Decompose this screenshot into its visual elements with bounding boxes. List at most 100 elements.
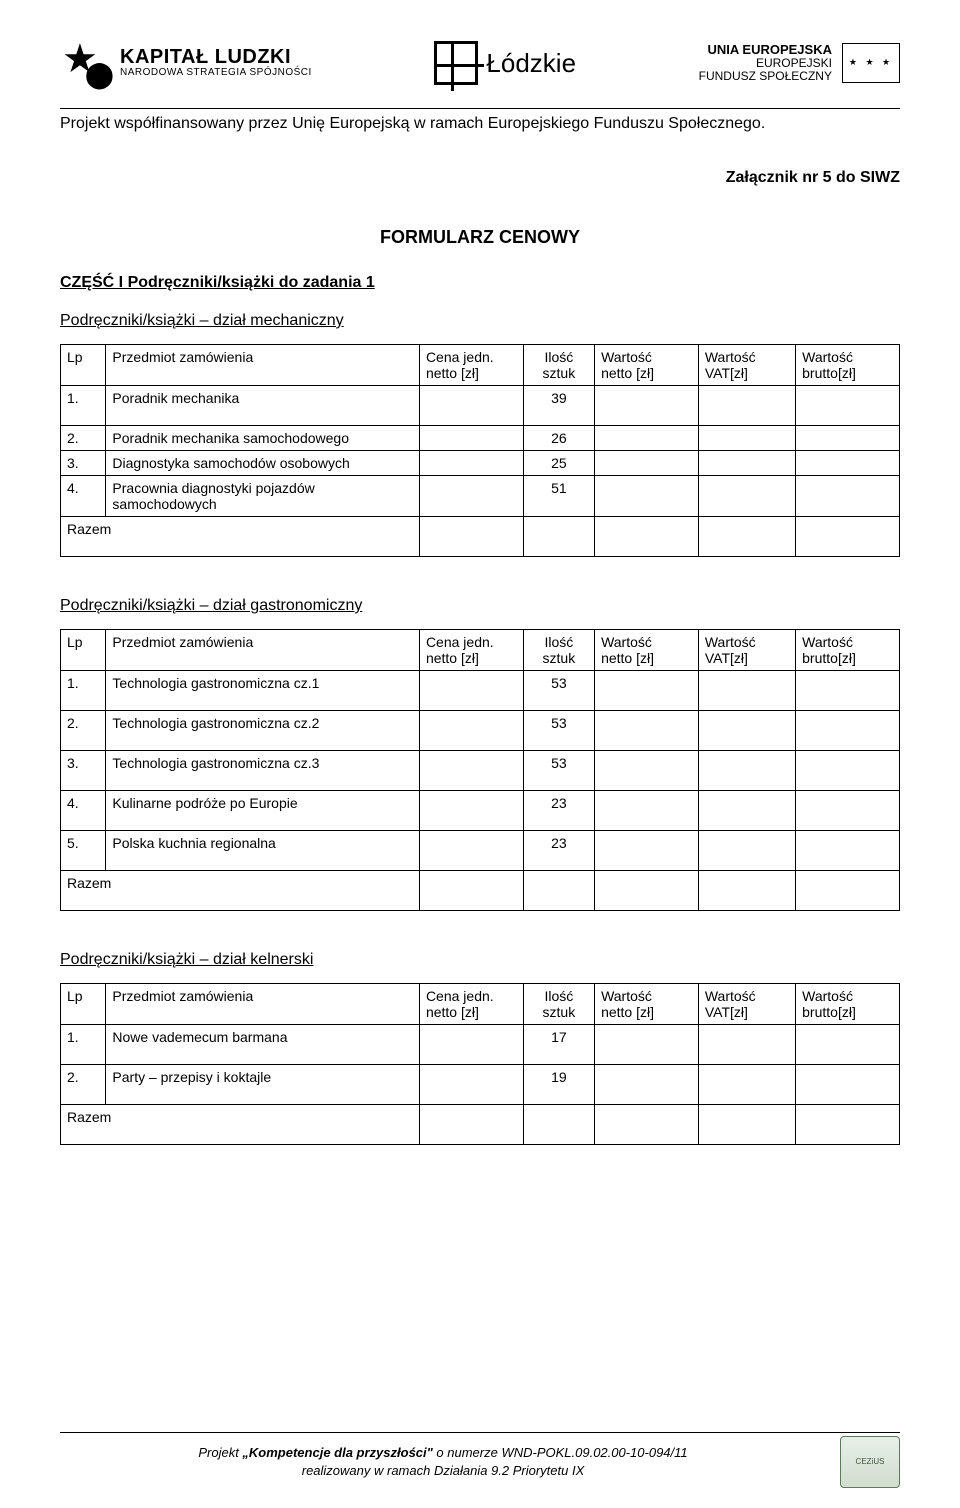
cell-lp: 4. <box>61 791 106 831</box>
cell-name: Poradnik mechanika <box>106 386 420 426</box>
section3-subtitle: Podręczniki/książki – dział kelnerski <box>60 951 900 969</box>
cell-qty: 25 <box>523 451 594 476</box>
table-header-row: Lp Przedmiot zamówienia Cena jedn.netto … <box>61 984 900 1025</box>
table-row-razem: Razem <box>61 517 900 557</box>
table-gastronomiczny: Lp Przedmiot zamówienia Cena jedn.netto … <box>60 629 900 911</box>
col-wartosc-vat: WartośćVAT[zł] <box>698 630 795 671</box>
col-ilosc: Ilośćsztuk <box>523 630 594 671</box>
cell-qty: 17 <box>523 1025 594 1065</box>
table-row: 2. Technologia gastronomiczna cz.2 53 <box>61 711 900 751</box>
header-logos: ★⬤ KAPITAŁ LUDZKI NARODOWA STRATEGIA SPÓ… <box>60 24 900 102</box>
col-wartosc-brutto: Wartośćbrutto[zł] <box>796 630 900 671</box>
table-header-row: Lp Przedmiot zamówienia Cena jedn.netto … <box>61 630 900 671</box>
table-row: 2. Poradnik mechanika samochodowego 26 <box>61 426 900 451</box>
table-row: 1. Technologia gastronomiczna cz.1 53 <box>61 671 900 711</box>
cell-name: Poradnik mechanika samochodowego <box>106 426 420 451</box>
col-wartosc-netto: Wartośćnetto [zł] <box>595 345 699 386</box>
col-wartosc-brutto: Wartośćbrutto[zł] <box>796 984 900 1025</box>
table-row: 5. Polska kuchnia regionalna 23 <box>61 831 900 871</box>
col-wartosc-vat: WartośćVAT[zł] <box>698 345 795 386</box>
section1-title: CZĘŚĆ I Podręczniki/książki do zadania 1 <box>60 274 900 292</box>
col-lp: Lp <box>61 630 106 671</box>
col-wartosc-brutto: Wartośćbrutto[zł] <box>796 345 900 386</box>
cell-name: Polska kuchnia regionalna <box>106 831 420 871</box>
lodzkie-icon <box>434 41 478 85</box>
footer-divider <box>60 1432 900 1433</box>
col-wartosc-vat: WartośćVAT[zł] <box>698 984 795 1025</box>
cell-name: Technologia gastronomiczna cz.3 <box>106 751 420 791</box>
logo-eu: UNIA EUROPEJSKA EUROPEJSKI FUNDUSZ SPOŁE… <box>699 43 900 84</box>
cell-qty: 26 <box>523 426 594 451</box>
footer: Projekt „Kompetencje dla przyszłości" o … <box>60 1436 900 1488</box>
lodzkie-text: Łódzkie <box>486 48 576 79</box>
cell-qty: 39 <box>523 386 594 426</box>
cell-name: Party – przepisy i koktajle <box>106 1065 420 1105</box>
section1-subtitle: Podręczniki/książki – dział mechaniczny <box>60 312 900 330</box>
cell-razem: Razem <box>61 517 420 557</box>
table-row: 3. Diagnostyka samochodów osobowych 25 <box>61 451 900 476</box>
footer-text: Projekt „Kompetencje dla przyszłości" o … <box>60 1444 826 1479</box>
cell-name: Technologia gastronomiczna cz.1 <box>106 671 420 711</box>
cell-lp: 3. <box>61 451 106 476</box>
col-wartosc-netto: Wartośćnetto [zł] <box>595 984 699 1025</box>
cell-lp: 2. <box>61 711 106 751</box>
logo-left-line2: NARODOWA STRATEGIA SPÓJNOŚCI <box>120 68 312 79</box>
table-row: 2. Party – przepisy i koktajle 19 <box>61 1065 900 1105</box>
cell-qty: 53 <box>523 751 594 791</box>
cell-name: Nowe vademecum barmana <box>106 1025 420 1065</box>
col-ilosc: Ilośćsztuk <box>523 345 594 386</box>
cell-lp: 5. <box>61 831 106 871</box>
table-row: 3. Technologia gastronomiczna cz.3 53 <box>61 751 900 791</box>
col-lp: Lp <box>61 345 106 386</box>
logo-kapital-ludzki: ★⬤ KAPITAŁ LUDZKI NARODOWA STRATEGIA SPÓ… <box>60 38 312 88</box>
cell-name: Diagnostyka samochodów osobowych <box>106 451 420 476</box>
table-row: 1. Poradnik mechanika 39 <box>61 386 900 426</box>
cell-lp: 1. <box>61 386 106 426</box>
attachment-label: Załącznik nr 5 do SIWZ <box>60 169 900 187</box>
footer-badge-icon: CEZiUS <box>840 1436 900 1488</box>
kapital-ludzki-icon: ★⬤ <box>60 38 110 88</box>
cell-lp: 4. <box>61 476 106 517</box>
logo-lodzkie: Łódzkie <box>434 41 576 85</box>
cell-lp: 3. <box>61 751 106 791</box>
table-header-row: Lp Przedmiot zamówienia Cena jedn.netto … <box>61 345 900 386</box>
table-row: 4. Kulinarne podróże po Europie 23 <box>61 791 900 831</box>
col-cena-jedn: Cena jedn.netto [zł] <box>419 984 523 1025</box>
cell-lp: 1. <box>61 671 106 711</box>
cell-qty: 23 <box>523 791 594 831</box>
logo-left-line1: KAPITAŁ LUDZKI <box>120 47 312 68</box>
col-name: Przedmiot zamówienia <box>106 984 420 1025</box>
cell-name: Pracownia diagnostyki pojazdów samochodo… <box>106 476 420 517</box>
col-name: Przedmiot zamówienia <box>106 345 420 386</box>
col-lp: Lp <box>61 984 106 1025</box>
col-wartosc-netto: Wartośćnetto [zł] <box>595 630 699 671</box>
table-row-razem: Razem <box>61 1105 900 1145</box>
col-name: Przedmiot zamówienia <box>106 630 420 671</box>
eu-line1: UNIA EUROPEJSKA <box>708 42 832 57</box>
col-cena-jedn: Cena jedn.netto [zł] <box>419 630 523 671</box>
col-ilosc: Ilośćsztuk <box>523 984 594 1025</box>
cell-name: Technologia gastronomiczna cz.2 <box>106 711 420 751</box>
cell-lp: 2. <box>61 426 106 451</box>
col-cena-jedn: Cena jedn.netto [zł] <box>419 345 523 386</box>
cell-lp: 2. <box>61 1065 106 1105</box>
cell-qty: 53 <box>523 671 594 711</box>
table-kelnerski: Lp Przedmiot zamówienia Cena jedn.netto … <box>60 983 900 1145</box>
cell-razem: Razem <box>61 871 420 911</box>
header-divider <box>60 108 900 109</box>
table-mechaniczny: Lp Przedmiot zamówienia Cena jedn.netto … <box>60 344 900 557</box>
eu-flag-icon: ★ ★ ★ <box>842 43 900 83</box>
form-title: FORMULARZ CENOWY <box>60 227 900 248</box>
cell-qty: 23 <box>523 831 594 871</box>
cell-qty: 53 <box>523 711 594 751</box>
cell-razem: Razem <box>61 1105 420 1145</box>
cell-qty: 51 <box>523 476 594 517</box>
cofinance-text: Projekt współfinansowany przez Unię Euro… <box>60 115 900 133</box>
cell-qty: 19 <box>523 1065 594 1105</box>
section2-subtitle: Podręczniki/książki – dział gastronomicz… <box>60 597 900 615</box>
table-row: 1. Nowe vademecum barmana 17 <box>61 1025 900 1065</box>
cell-name: Kulinarne podróże po Europie <box>106 791 420 831</box>
eu-line2: EUROPEJSKI <box>756 56 832 70</box>
table-row-razem: Razem <box>61 871 900 911</box>
table-row: 4. Pracownia diagnostyki pojazdów samoch… <box>61 476 900 517</box>
